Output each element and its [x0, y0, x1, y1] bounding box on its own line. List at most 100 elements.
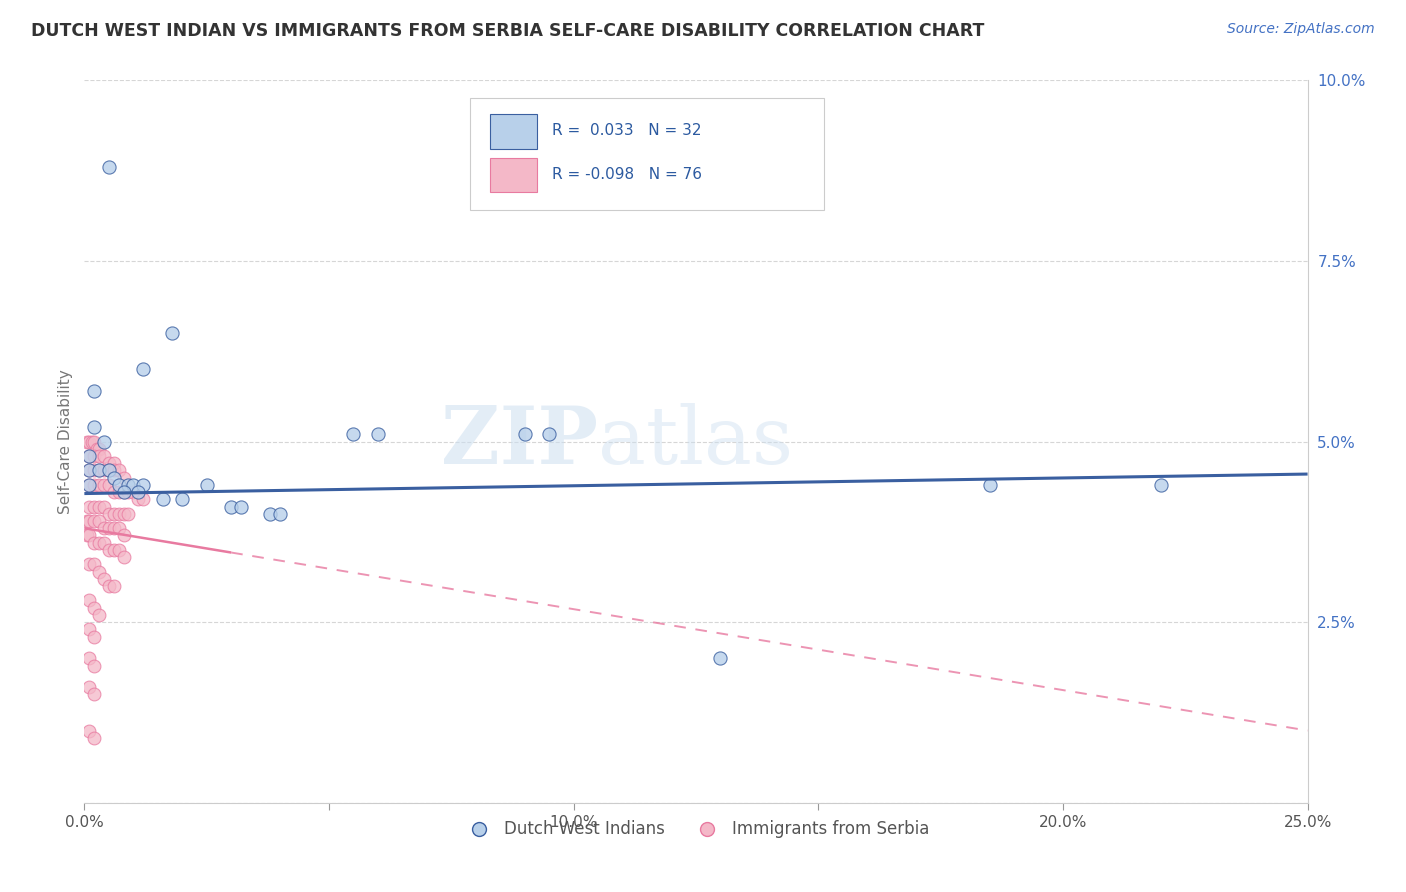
Point: [83, 514, 105, 528]
Point: [87, 514, 110, 528]
Point: [538, 427, 561, 442]
Point: [83, 463, 105, 477]
Point: [77, 463, 100, 477]
Legend: Dutch West Indians, Immigrants from Serbia: Dutch West Indians, Immigrants from Serb…: [456, 814, 936, 845]
Point: [83, 558, 105, 572]
Point: [83, 449, 105, 463]
Point: [103, 485, 125, 500]
Point: [77, 651, 100, 665]
Point: [77, 623, 100, 637]
Point: [269, 507, 291, 521]
Point: [77, 593, 100, 607]
Text: DUTCH WEST INDIAN VS IMMIGRANTS FROM SERBIA SELF-CARE DISABILITY CORRELATION CHA: DUTCH WEST INDIAN VS IMMIGRANTS FROM SER…: [31, 22, 984, 40]
Text: R = -0.098   N = 76: R = -0.098 N = 76: [551, 167, 702, 182]
Point: [107, 478, 129, 492]
Point: [97, 507, 120, 521]
Point: [112, 528, 135, 542]
Point: [83, 434, 105, 449]
Point: [162, 326, 184, 340]
Point: [77, 449, 100, 463]
Point: [112, 485, 135, 500]
Point: [97, 478, 120, 492]
Point: [103, 471, 125, 485]
Point: [132, 492, 155, 507]
Point: [93, 572, 115, 586]
Point: [93, 500, 115, 514]
Point: [117, 507, 139, 521]
Point: [342, 427, 364, 442]
Point: [132, 478, 155, 492]
Point: [93, 463, 115, 477]
Point: [107, 463, 129, 477]
Point: [219, 500, 242, 514]
Bar: [491, 158, 537, 193]
Point: [87, 565, 110, 579]
Point: [83, 731, 105, 745]
Point: [77, 434, 100, 449]
Point: [97, 542, 120, 557]
Point: [83, 384, 105, 398]
Point: [513, 427, 536, 442]
Point: [77, 514, 100, 528]
Point: [367, 427, 389, 442]
Point: [80, 434, 103, 449]
Point: [103, 579, 125, 593]
Point: [87, 463, 110, 477]
Point: [112, 471, 135, 485]
Point: [229, 500, 252, 514]
Point: [93, 449, 115, 463]
Point: [127, 492, 149, 507]
Point: [117, 478, 139, 492]
FancyBboxPatch shape: [470, 98, 824, 211]
Y-axis label: Self-Care Disability: Self-Care Disability: [58, 369, 73, 514]
Point: [195, 478, 218, 492]
Text: ZIP: ZIP: [441, 402, 598, 481]
Point: [93, 535, 115, 549]
Point: [77, 478, 100, 492]
Point: [77, 449, 100, 463]
Point: [107, 507, 129, 521]
Point: [103, 507, 125, 521]
Point: [87, 500, 110, 514]
Point: [87, 607, 110, 622]
Point: [103, 521, 125, 535]
Point: [77, 680, 100, 694]
Point: [77, 558, 100, 572]
Point: [259, 507, 281, 521]
Text: Source: ZipAtlas.com: Source: ZipAtlas.com: [1227, 22, 1375, 37]
Point: [77, 528, 100, 542]
Point: [97, 463, 120, 477]
Point: [122, 478, 145, 492]
Point: [97, 521, 120, 535]
Point: [103, 456, 125, 470]
Point: [83, 600, 105, 615]
Point: [97, 463, 120, 477]
Point: [107, 521, 129, 535]
Point: [87, 442, 110, 456]
Point: [83, 658, 105, 673]
Point: [76, 528, 98, 542]
Point: [83, 420, 105, 434]
Point: [112, 507, 135, 521]
Point: [77, 463, 100, 477]
Point: [112, 485, 135, 500]
Text: atlas: atlas: [598, 402, 793, 481]
Point: [979, 478, 1001, 492]
Point: [112, 550, 135, 565]
Point: [83, 630, 105, 644]
Point: [83, 500, 105, 514]
Point: [83, 687, 105, 701]
Point: [87, 478, 110, 492]
Point: [93, 521, 115, 535]
Point: [83, 535, 105, 549]
Point: [127, 485, 149, 500]
Point: [107, 485, 129, 500]
Point: [122, 485, 145, 500]
Point: [87, 449, 110, 463]
Point: [87, 463, 110, 477]
Point: [1150, 478, 1173, 492]
Point: [93, 434, 115, 449]
Point: [132, 362, 155, 376]
Point: [103, 463, 125, 477]
Point: [76, 514, 98, 528]
